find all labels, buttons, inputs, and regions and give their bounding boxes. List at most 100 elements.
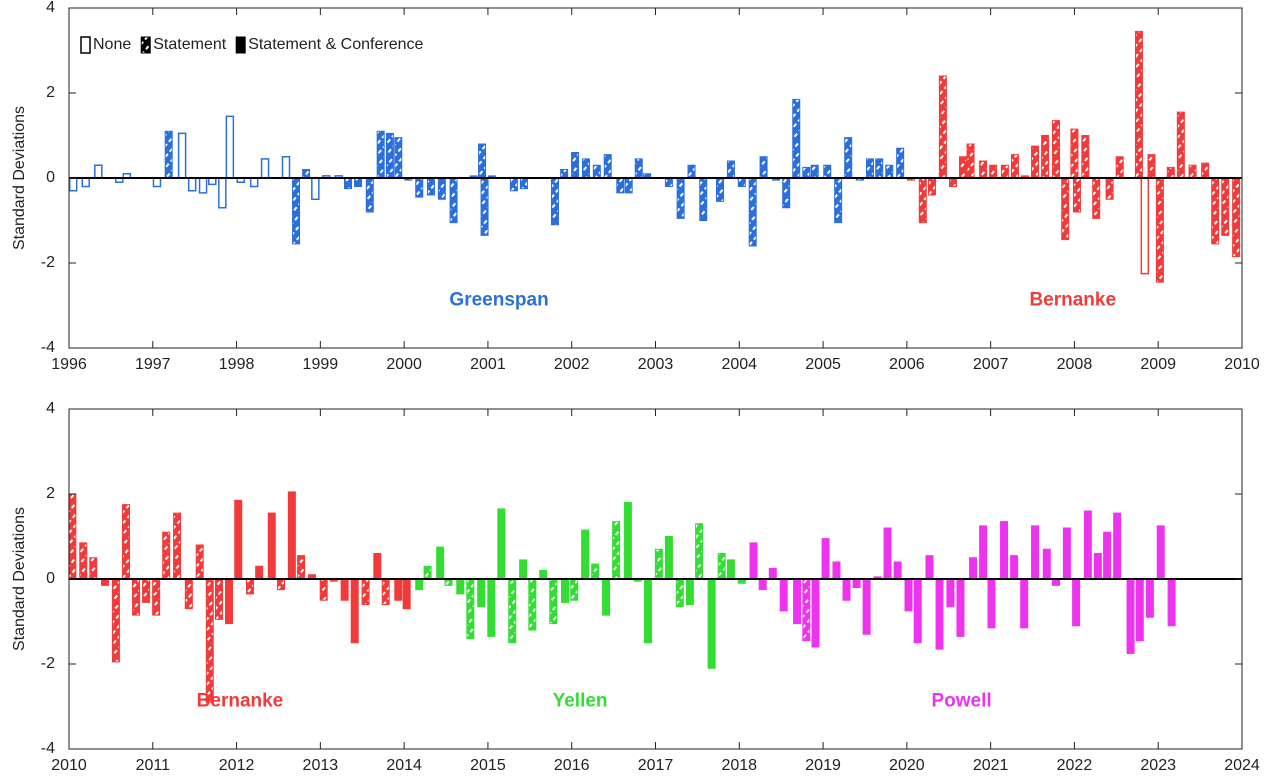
bar <box>946 578 955 608</box>
bar <box>1042 548 1051 580</box>
bar <box>415 578 424 591</box>
bar <box>768 567 777 580</box>
y-tick-label: -4 <box>41 740 55 757</box>
x-tick-label: 2014 <box>386 757 422 774</box>
bar <box>1010 154 1019 179</box>
bar <box>1147 154 1156 179</box>
bar <box>987 578 996 629</box>
bar <box>958 156 967 179</box>
bar <box>883 527 892 580</box>
legend-swatch <box>140 36 151 54</box>
bar <box>927 177 936 196</box>
bar <box>402 578 411 610</box>
x-tick-label: 1996 <box>51 356 87 373</box>
x-tick-label: 2012 <box>219 757 255 774</box>
x-tick-label: 2008 <box>1057 356 1093 373</box>
bar <box>834 177 843 224</box>
bar <box>603 154 612 179</box>
bar <box>184 578 193 610</box>
bar <box>311 177 320 200</box>
bar <box>896 147 905 179</box>
bar <box>81 177 91 188</box>
chair-label: Powell <box>932 690 992 711</box>
bar <box>1145 578 1154 618</box>
legend-label: Statement <box>153 36 226 53</box>
bar <box>591 563 600 580</box>
bar <box>802 578 811 642</box>
chair-label: Greenspan <box>449 289 548 310</box>
x-tick-label: 2015 <box>470 757 506 774</box>
bar <box>415 177 424 198</box>
bar <box>1081 135 1090 179</box>
y-axis-label: Standard Deviations <box>11 507 28 651</box>
bar <box>1051 120 1060 179</box>
bar <box>643 578 652 644</box>
bar <box>519 177 528 190</box>
bar <box>1020 578 1029 629</box>
chair-label: Bernanke <box>197 690 284 711</box>
bar <box>287 491 296 580</box>
bar <box>1188 164 1197 179</box>
bar <box>875 158 884 179</box>
bar <box>925 555 934 580</box>
bar <box>437 177 446 200</box>
bar <box>508 578 517 644</box>
bar <box>164 130 173 179</box>
bar <box>885 164 894 179</box>
y-tick-label: -2 <box>41 655 55 672</box>
bar <box>478 143 487 179</box>
bar <box>94 164 103 179</box>
bar <box>423 565 432 580</box>
bar <box>792 98 801 179</box>
x-tick-label: 1998 <box>219 356 255 373</box>
bar <box>177 132 187 179</box>
bar <box>676 177 685 219</box>
x-tick-label: 2020 <box>889 757 925 774</box>
bar <box>695 523 704 580</box>
bar <box>142 578 151 603</box>
bar <box>549 578 558 625</box>
x-tick-label: 2013 <box>303 757 339 774</box>
bar <box>394 137 403 179</box>
bar <box>893 561 902 580</box>
y-tick-label: 4 <box>46 400 55 417</box>
bar <box>1115 156 1124 179</box>
bar <box>260 158 270 179</box>
bar <box>675 578 684 608</box>
bar <box>1232 177 1241 258</box>
x-tick-label: 2010 <box>51 757 87 774</box>
bar <box>497 508 506 580</box>
bar <box>449 177 458 224</box>
bar <box>340 578 349 601</box>
bar <box>716 177 725 202</box>
bar <box>707 578 716 669</box>
x-tick-label: 1999 <box>303 356 339 373</box>
bar <box>456 578 465 595</box>
x-tick-label: 2001 <box>470 356 506 373</box>
bar <box>1031 525 1040 580</box>
x-tick-label: 2018 <box>721 757 757 774</box>
bar <box>152 177 162 188</box>
bar <box>162 531 171 580</box>
bar <box>1103 531 1112 580</box>
bar <box>477 578 486 608</box>
bar <box>302 169 311 179</box>
bar <box>758 578 767 591</box>
bar <box>267 512 276 580</box>
bar <box>539 570 548 580</box>
y-tick-label: 4 <box>46 0 55 16</box>
y-tick-label: 0 <box>46 570 55 587</box>
bar <box>904 578 913 612</box>
bar <box>1135 578 1144 642</box>
bar <box>844 137 853 179</box>
bar <box>1166 166 1175 179</box>
bar <box>225 578 234 625</box>
bar <box>726 559 735 580</box>
y-tick-label: 2 <box>46 84 55 101</box>
bar <box>793 578 802 625</box>
chair-label: Bernanke <box>1029 289 1116 310</box>
bar <box>79 542 88 580</box>
bar <box>509 177 518 192</box>
bar <box>111 578 120 663</box>
